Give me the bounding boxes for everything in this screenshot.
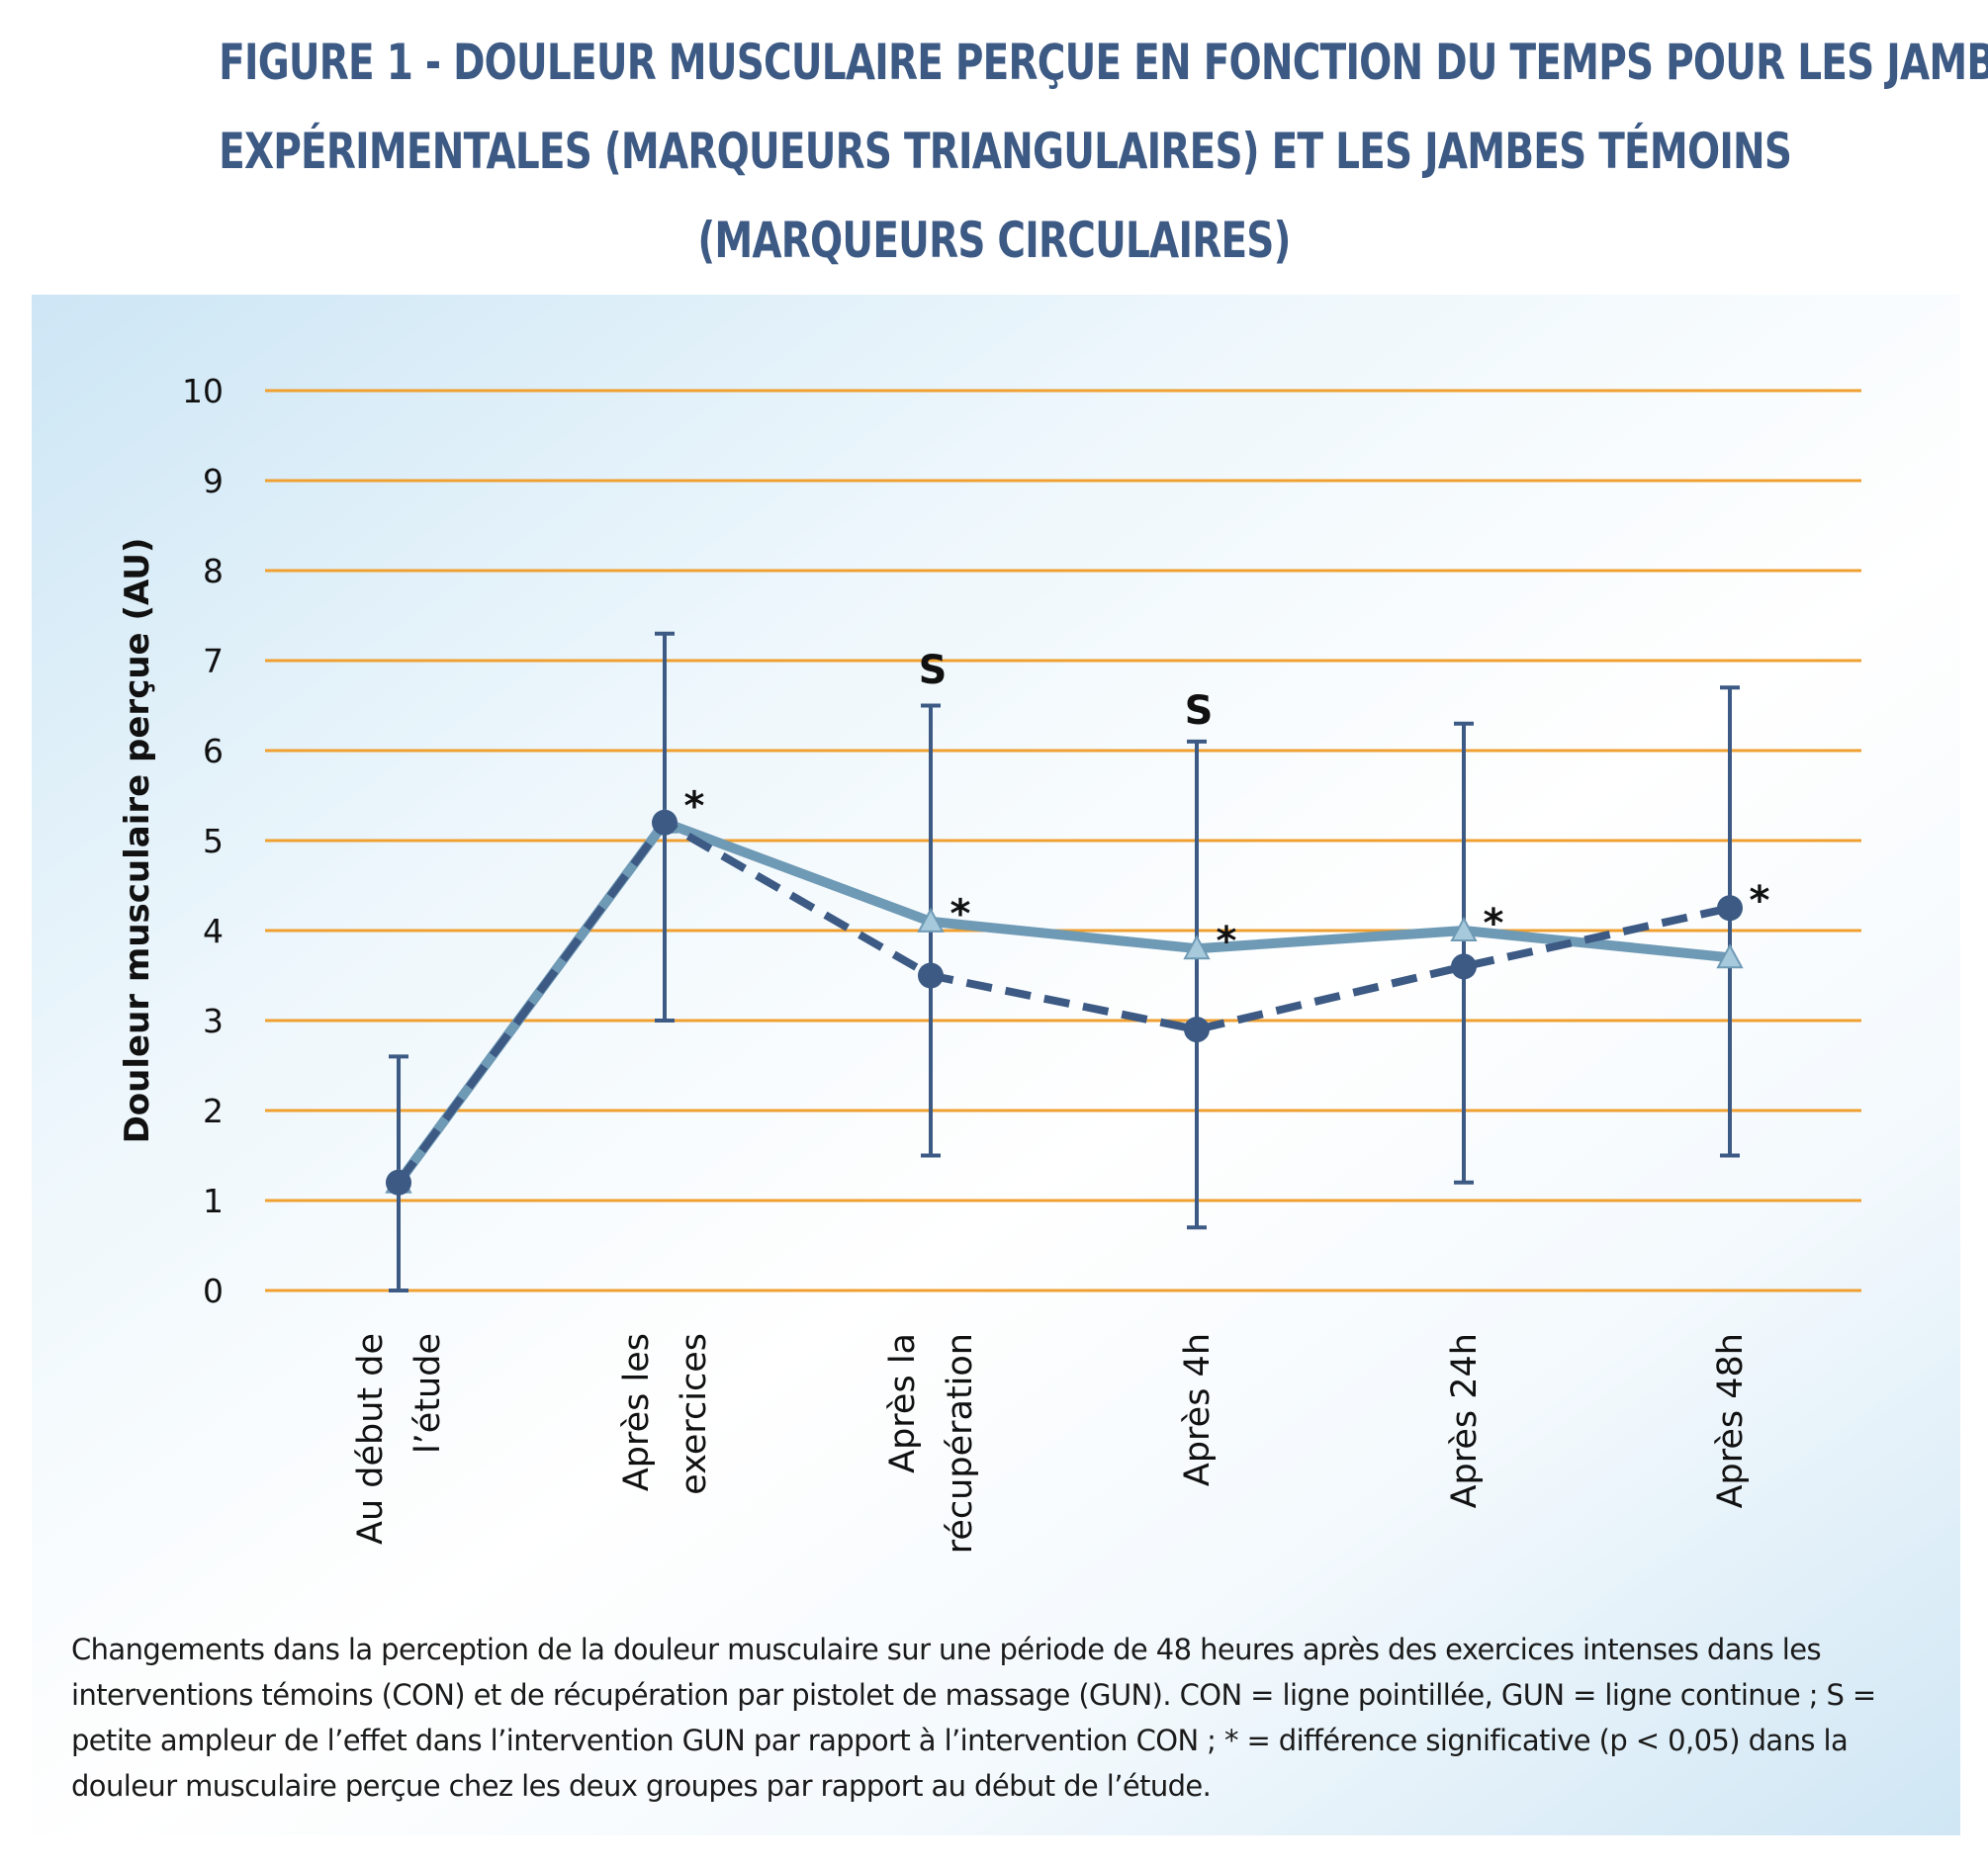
y-tick-label: 3 — [203, 1002, 224, 1040]
x-tick-label: Après la — [883, 1333, 923, 1473]
y-tick-labels: 0 1 2 3 4 5 6 7 8 9 10 — [182, 372, 224, 1310]
y-tick-label: 10 — [182, 372, 224, 410]
effect-size-label: S — [919, 648, 948, 693]
significance-asterisk: * — [1484, 901, 1504, 946]
y-tick-label: 8 — [203, 552, 224, 590]
x-tick-labels: Au début de l’étude Après les exercices Aprè… — [351, 1333, 1751, 1554]
error-bars — [389, 631, 1740, 1292]
significance-asterisk: * — [1217, 919, 1237, 964]
annotations: * * * * * S S — [684, 648, 1770, 964]
circle-marker — [652, 809, 678, 836]
title-line-1: FIGURE 1 - DOULEUR MUSCULAIRE PERÇUE EN … — [219, 34, 1988, 91]
y-tick-label: 6 — [203, 732, 224, 770]
y-tick-label: 0 — [203, 1272, 224, 1310]
series-line-con — [395, 818, 1731, 1186]
title-line-2: EXPÉRIMENTALES (MARQUEURS TRIANGULAIRES)… — [219, 123, 1792, 180]
x-tick-label: Au début de — [351, 1333, 391, 1545]
triangle-marker — [917, 907, 945, 933]
x-tick-label: Après 4h — [1178, 1333, 1218, 1486]
significance-asterisk: * — [950, 892, 971, 937]
y-axis-label: Douleur musculaire perçue (AU) — [118, 538, 157, 1144]
series-lines — [394, 817, 1731, 1186]
y-tick-label: 9 — [203, 462, 224, 500]
y-tick-label: 4 — [203, 912, 224, 950]
chart-panel — [32, 295, 1960, 1835]
series-markers — [385, 808, 1744, 1196]
x-tick-label: Après 48h — [1711, 1333, 1751, 1508]
circle-marker — [918, 962, 944, 989]
effect-size-label: S — [1185, 688, 1214, 734]
x-tick-label: l’étude — [408, 1333, 448, 1454]
triangle-marker — [1183, 934, 1211, 960]
y-tick-label: 2 — [203, 1092, 224, 1130]
y-tick-label: 5 — [203, 822, 224, 860]
gridlines — [265, 389, 1861, 1292]
title-line-3: (MARQUEURS CIRCULAIRES) — [697, 212, 1291, 269]
triangle-marker — [1716, 943, 1744, 969]
circle-marker — [386, 1169, 411, 1196]
circle-marker — [1451, 953, 1477, 980]
significance-asterisk: * — [684, 784, 705, 830]
x-tick-label: Après 24h — [1445, 1333, 1485, 1508]
circle-marker — [1717, 895, 1743, 922]
circle-marker — [1184, 1017, 1210, 1043]
x-tick-label: récupération — [941, 1333, 980, 1554]
figure-caption: Changements dans la perception de la dou… — [71, 1633, 1876, 1803]
chart-title: FIGURE 1 - DOULEUR MUSCULAIRE PERÇUE EN … — [219, 18, 1988, 285]
significance-asterisk: * — [1750, 878, 1770, 924]
x-tick-label: Après les — [617, 1333, 657, 1491]
y-tick-label: 1 — [203, 1182, 224, 1220]
x-tick-label: exercices — [675, 1333, 714, 1495]
triangle-marker — [1450, 916, 1478, 941]
y-tick-label: 7 — [203, 642, 224, 680]
